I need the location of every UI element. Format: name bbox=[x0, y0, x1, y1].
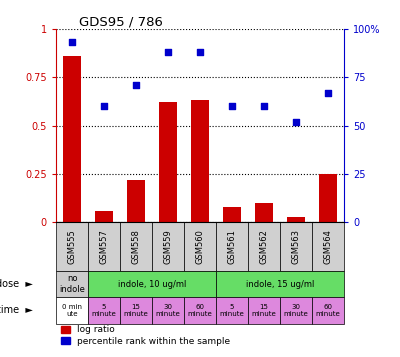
Text: 60
minute: 60 minute bbox=[188, 304, 212, 317]
Text: 0 min
ute: 0 min ute bbox=[62, 304, 82, 317]
Point bbox=[101, 103, 107, 109]
Bar bbox=[95, 211, 113, 222]
Bar bbox=[319, 174, 337, 222]
Bar bbox=[255, 203, 273, 222]
Text: GSM557: GSM557 bbox=[100, 229, 108, 264]
FancyBboxPatch shape bbox=[248, 297, 280, 323]
FancyBboxPatch shape bbox=[88, 271, 216, 297]
Text: 30
minute: 30 minute bbox=[284, 304, 308, 317]
Text: GDS95 / 786: GDS95 / 786 bbox=[79, 16, 163, 29]
Point bbox=[197, 49, 203, 55]
Text: GSM563: GSM563 bbox=[292, 229, 300, 264]
FancyBboxPatch shape bbox=[120, 297, 152, 323]
Bar bbox=[287, 217, 305, 222]
Bar bbox=[191, 100, 209, 222]
FancyBboxPatch shape bbox=[56, 222, 88, 271]
Point bbox=[69, 39, 75, 45]
FancyBboxPatch shape bbox=[184, 222, 216, 271]
Text: time  ►: time ► bbox=[0, 305, 33, 315]
Text: GSM561: GSM561 bbox=[228, 229, 236, 264]
Bar bbox=[63, 56, 81, 222]
Point bbox=[293, 119, 299, 125]
Text: GSM564: GSM564 bbox=[324, 229, 332, 264]
FancyBboxPatch shape bbox=[312, 297, 344, 323]
Text: dose  ►: dose ► bbox=[0, 279, 33, 289]
Text: GSM555: GSM555 bbox=[68, 229, 76, 264]
Point bbox=[261, 103, 267, 109]
FancyBboxPatch shape bbox=[312, 222, 344, 271]
FancyBboxPatch shape bbox=[184, 297, 216, 323]
Point bbox=[325, 90, 331, 95]
Point bbox=[229, 103, 235, 109]
Text: 15
minute: 15 minute bbox=[252, 304, 276, 317]
Text: indole, 15 ug/ml: indole, 15 ug/ml bbox=[246, 280, 314, 288]
FancyBboxPatch shape bbox=[216, 297, 248, 323]
FancyBboxPatch shape bbox=[216, 222, 248, 271]
FancyBboxPatch shape bbox=[56, 297, 88, 323]
Point bbox=[165, 49, 171, 55]
Point bbox=[133, 82, 139, 87]
Text: 5
minute: 5 minute bbox=[92, 304, 116, 317]
Text: 15
minute: 15 minute bbox=[124, 304, 148, 317]
FancyBboxPatch shape bbox=[120, 222, 152, 271]
FancyBboxPatch shape bbox=[216, 271, 344, 297]
FancyBboxPatch shape bbox=[152, 297, 184, 323]
Text: GSM559: GSM559 bbox=[164, 229, 172, 264]
Text: no
indole: no indole bbox=[59, 275, 85, 294]
Text: 60
minute: 60 minute bbox=[316, 304, 340, 317]
FancyBboxPatch shape bbox=[88, 222, 120, 271]
FancyBboxPatch shape bbox=[56, 271, 88, 297]
Text: indole, 10 ug/ml: indole, 10 ug/ml bbox=[118, 280, 186, 288]
Text: GSM562: GSM562 bbox=[260, 229, 268, 264]
FancyBboxPatch shape bbox=[248, 222, 280, 271]
Text: 5
minute: 5 minute bbox=[220, 304, 244, 317]
FancyBboxPatch shape bbox=[280, 222, 312, 271]
Bar bbox=[127, 180, 145, 222]
Legend: log ratio, percentile rank within the sample: log ratio, percentile rank within the sa… bbox=[60, 326, 230, 346]
Bar bbox=[223, 207, 241, 222]
FancyBboxPatch shape bbox=[280, 297, 312, 323]
Text: GSM558: GSM558 bbox=[132, 229, 140, 264]
Bar bbox=[159, 102, 177, 222]
FancyBboxPatch shape bbox=[88, 297, 120, 323]
Text: GSM560: GSM560 bbox=[196, 229, 204, 264]
FancyBboxPatch shape bbox=[152, 222, 184, 271]
Text: 30
minute: 30 minute bbox=[156, 304, 180, 317]
